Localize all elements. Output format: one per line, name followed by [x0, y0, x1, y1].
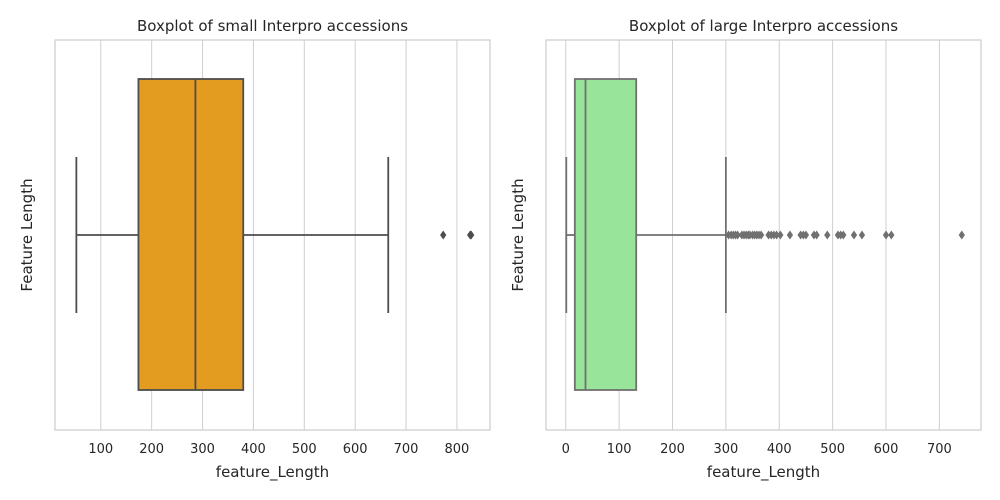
outlier-point	[440, 230, 447, 240]
outlier-point	[850, 230, 858, 240]
outlier-point	[773, 230, 780, 240]
outlier-point	[824, 230, 831, 240]
panel-large: 0 100 200 300 400 500 600 700 Boxplot of large …	[509, 17, 982, 482]
x-tick-label: 600	[874, 442, 899, 457]
x-tick-label: 200	[139, 442, 164, 457]
plot-frame	[54, 39, 491, 431]
x-tick-label: 700	[394, 442, 419, 457]
outlier-point	[757, 230, 765, 240]
y-axis-label: Feature Length	[18, 178, 36, 291]
x-tick-label: 400	[767, 442, 792, 457]
x-tick-label: 300	[190, 442, 215, 457]
x-tick-label: 500	[292, 442, 317, 457]
x-tick-label: 100	[88, 442, 113, 457]
x-tick-label: 700	[927, 442, 952, 457]
outlier-point	[468, 230, 475, 240]
chart-title: Boxplot of large Interpro accessions	[629, 17, 898, 35]
x-tick-label: 800	[445, 442, 470, 457]
x-tick-label: 100	[607, 442, 632, 457]
outlier-point	[777, 230, 784, 240]
outlier-point	[958, 230, 965, 240]
iqr-box	[137, 78, 245, 391]
x-tick-label: 0	[562, 442, 570, 457]
y-axis-label: Feature Length	[509, 178, 527, 291]
plot-frame	[545, 39, 982, 431]
x-ticks: 100 200 300 400 500 600 700 800	[88, 442, 469, 457]
boxplot	[565, 78, 965, 391]
x-tick-label: 500	[820, 442, 845, 457]
x-tick-label: 200	[660, 442, 685, 457]
panel-small: 100 200 300 400 500 600 700 800 Boxplot of smal…	[18, 17, 491, 482]
x-tick-label: 400	[241, 442, 266, 457]
outlier-point	[882, 230, 890, 240]
x-ticks: 0 100 200 300 400 500 600 700	[562, 442, 952, 457]
outlier-point	[858, 230, 866, 240]
x-tick-label: 300	[713, 442, 738, 457]
outlier-point	[734, 230, 741, 240]
x-axis-label: feature_Length	[216, 463, 329, 482]
iqr-box	[573, 78, 638, 391]
chart-title: Boxplot of small Interpro accessions	[137, 17, 408, 35]
x-axis-label: feature_Length	[707, 463, 820, 482]
outlier-point	[840, 230, 847, 240]
outlier-point	[802, 230, 810, 240]
x-tick-label: 600	[343, 442, 368, 457]
outlier-point	[786, 230, 794, 240]
boxplot	[75, 78, 475, 391]
outlier-point	[813, 230, 820, 240]
outlier-point	[888, 230, 895, 240]
